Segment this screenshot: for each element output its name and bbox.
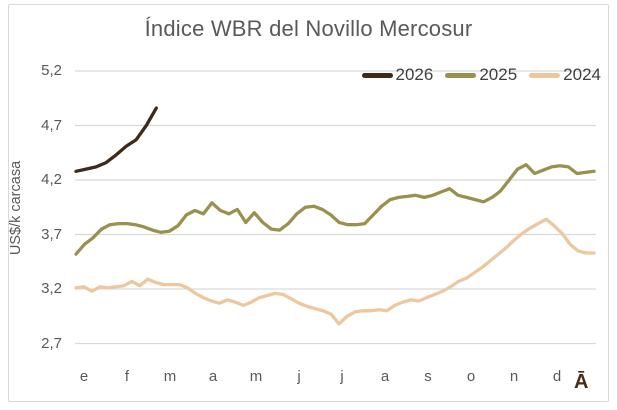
x-tick-label: m xyxy=(163,368,177,385)
legend-line-swatch xyxy=(529,72,561,78)
legend-label: 2025 xyxy=(479,65,518,84)
x-tick-label: e xyxy=(79,368,89,385)
x-axis-extra-label: Ā xyxy=(574,371,589,393)
y-tick-label: 3,2 xyxy=(41,280,62,297)
y-axis-title: US$/k carcasa xyxy=(8,160,24,256)
legend-item-2025: 2025 xyxy=(445,65,517,85)
x-tick-label: j xyxy=(297,368,301,385)
y-tick-label: 2,7 xyxy=(41,334,62,352)
x-tick-label: j xyxy=(340,368,344,385)
x-tick-label: m xyxy=(249,368,263,385)
y-tick-label: 3,7 xyxy=(41,225,62,243)
y-tick-label: 4,2 xyxy=(41,171,62,188)
legend-label: 2024 xyxy=(563,65,601,84)
series-2026-line xyxy=(74,106,158,173)
legend-item-2026: 2026 xyxy=(361,65,434,85)
series-2024-line xyxy=(74,217,596,326)
x-tick-label: s xyxy=(424,368,432,385)
legend: 2026 2025 2024 xyxy=(361,65,601,85)
chart-title: Índice WBR del Novillo Mercosur xyxy=(144,16,473,41)
x-tick-label: d xyxy=(552,368,562,385)
x-tick-label: a xyxy=(208,368,218,385)
legend-line-swatch xyxy=(445,72,477,78)
chart-frame xyxy=(8,4,609,402)
x-tick-label: f xyxy=(124,368,130,385)
legend-line-swatch xyxy=(361,72,393,78)
x-tick-label: a xyxy=(380,368,390,385)
x-tick-label: o xyxy=(466,368,476,385)
series-2025-line xyxy=(74,163,596,256)
y-tick-label: 5,2 xyxy=(41,62,62,79)
legend-item-2024: 2024 xyxy=(529,65,601,85)
x-tick-label: n xyxy=(509,368,519,385)
y-tick-label: 4,7 xyxy=(41,116,62,134)
legend-label: 2026 xyxy=(395,65,434,84)
